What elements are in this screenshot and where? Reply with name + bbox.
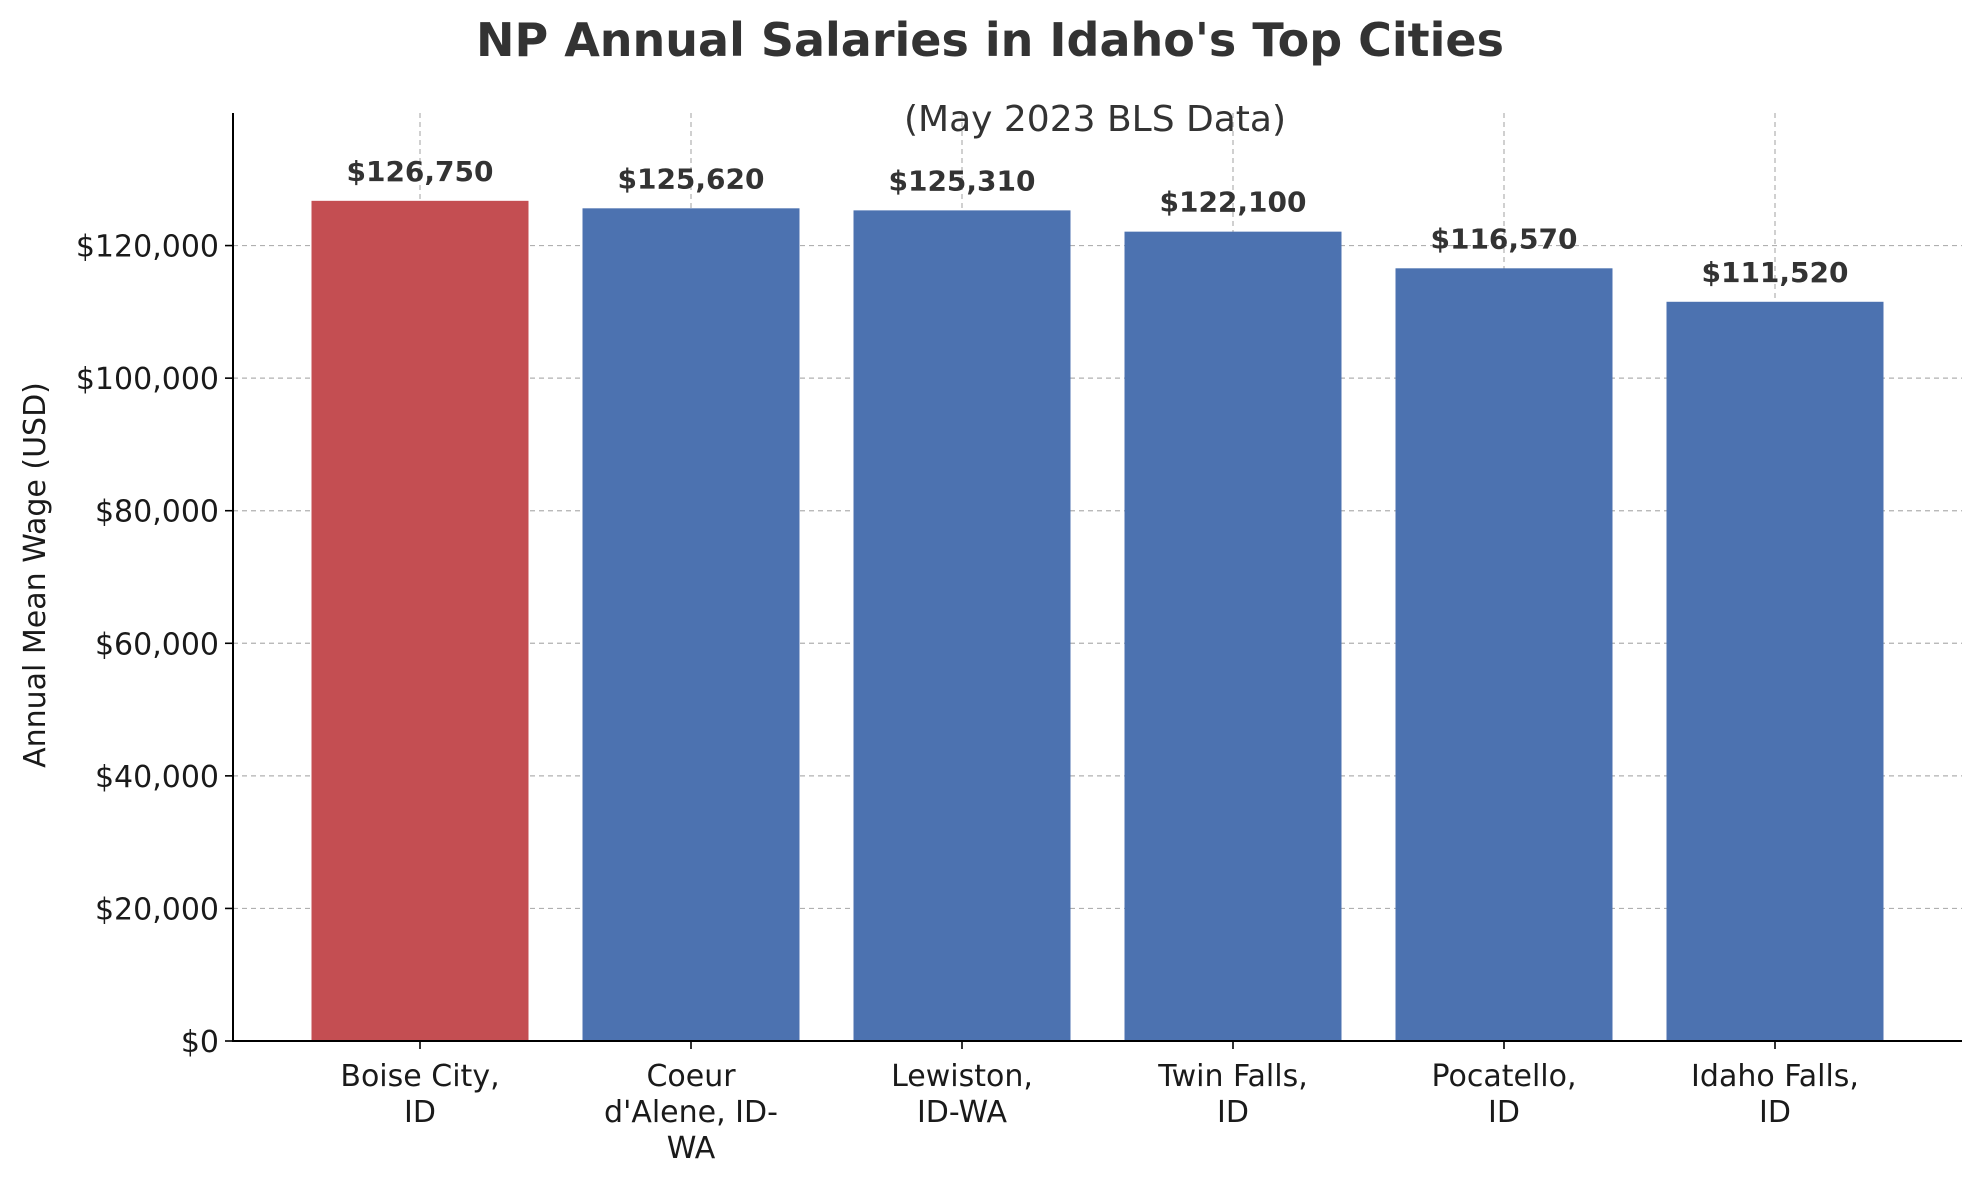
y-tick-label: $40,000: [95, 760, 219, 795]
bar: [853, 210, 1071, 1041]
bar-value-label: $111,520: [1701, 256, 1848, 289]
x-tick-label: Twin Falls, ID: [1157, 1059, 1308, 1130]
bar-value-label: $122,100: [1159, 186, 1306, 219]
bar: [582, 208, 800, 1042]
y-tick-label: $120,000: [76, 230, 219, 265]
x-tick-label: Boise City, ID: [340, 1059, 499, 1130]
bar: [311, 200, 529, 1042]
x-tick-label-line: Twin Falls,: [1157, 1059, 1308, 1094]
axes-layer: [225, 113, 1962, 1049]
x-tick-label: Coeur d'Alene, ID-WA: [604, 1059, 778, 1166]
bar-value-label: $125,310: [888, 164, 1035, 197]
chart-subtitle: (May 2023 BLS Data): [904, 99, 1286, 140]
y-axis-label: Annual Mean Wage (USD): [18, 382, 53, 768]
bar-value-label: $126,750: [346, 155, 493, 188]
labels-layer: $126,750 $125,620 $125,310 $122,100 $116,570…: [76, 155, 1859, 1166]
x-tick-label: Lewiston, ID-WA: [891, 1059, 1033, 1130]
bar-value-label: $116,570: [1430, 222, 1577, 255]
x-tick-label-line: ID: [1759, 1095, 1791, 1130]
x-tick-label-line: WA: [667, 1131, 716, 1166]
x-tick-label-line: Idaho Falls,: [1691, 1059, 1859, 1094]
bar: [1124, 231, 1342, 1041]
x-tick-label-line: Boise City,: [340, 1059, 499, 1094]
x-tick-label-line: ID: [404, 1095, 436, 1130]
y-tick-label: $20,000: [95, 892, 219, 927]
x-tick-label-line: ID: [1217, 1095, 1249, 1130]
y-tick-label: $100,000: [76, 362, 219, 397]
x-tick-label: Idaho Falls, ID: [1691, 1059, 1859, 1130]
x-tick-label-line: ID: [1488, 1095, 1520, 1130]
bar-value-label: $125,620: [617, 162, 764, 195]
x-tick-label-line: Coeur: [646, 1059, 736, 1094]
y-tick-label: $0: [181, 1025, 219, 1060]
x-tick-label-line: d'Alene, ID-: [604, 1095, 778, 1130]
bars-layer: [311, 200, 1884, 1042]
x-tick-label-line: Pocatello,: [1431, 1059, 1576, 1094]
y-tick-label: $60,000: [95, 627, 219, 662]
y-tick-label: $80,000: [95, 495, 219, 530]
x-tick-label-line: ID-WA: [917, 1095, 1008, 1130]
x-tick-label: Pocatello, ID: [1431, 1059, 1576, 1130]
bar: [1395, 268, 1613, 1041]
x-tick-label-line: Lewiston,: [891, 1059, 1033, 1094]
bar: [1666, 301, 1884, 1041]
chart-title: NP Annual Salaries in Idaho's Top Cities: [476, 13, 1504, 67]
